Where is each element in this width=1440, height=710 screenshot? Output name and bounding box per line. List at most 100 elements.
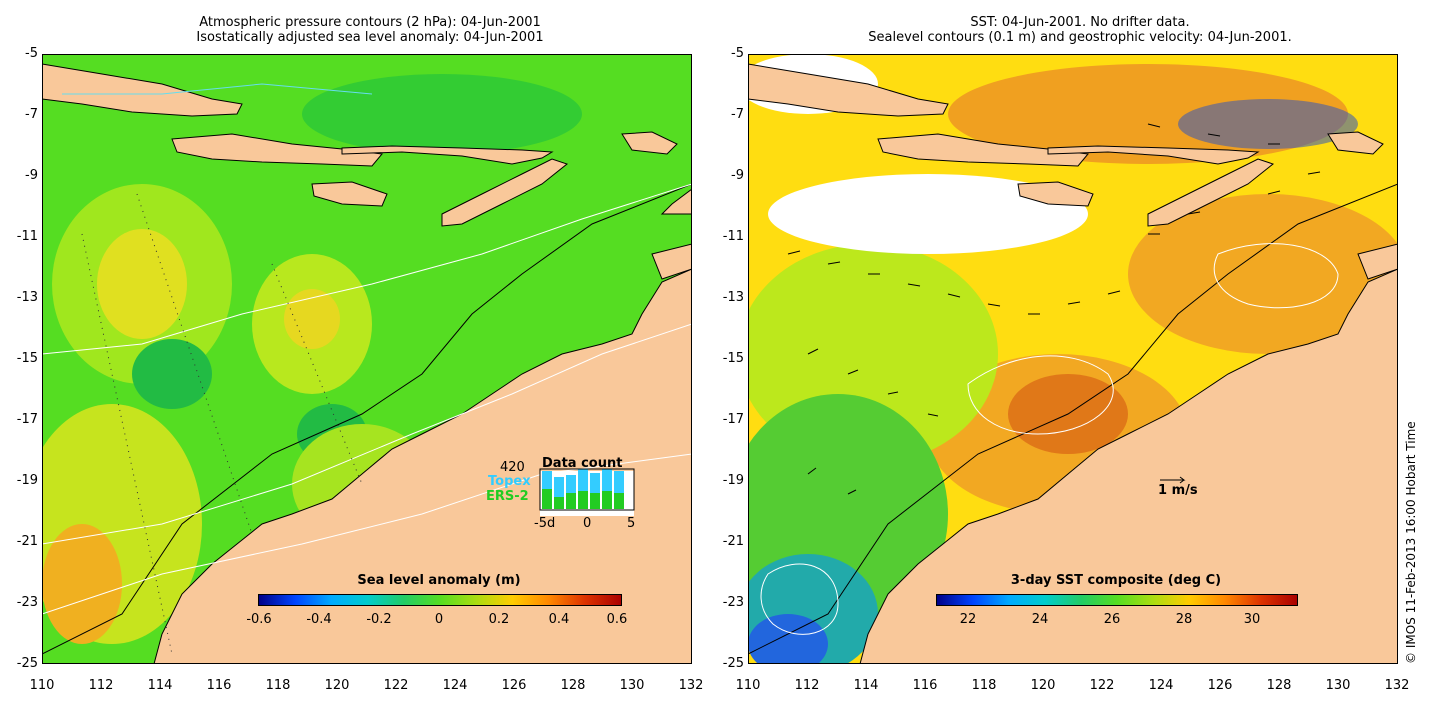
- ers2-bar: [542, 489, 552, 509]
- new-guinea-south-coast: [651, 243, 692, 280]
- velocity-vector: [987, 303, 1001, 307]
- histogram-bars: [542, 469, 624, 509]
- new-guinea-coast: [660, 188, 692, 215]
- bathymetry-contour: [42, 183, 692, 655]
- right-lon-label: 126: [1207, 678, 1233, 693]
- left-lat-label: -25: [16, 656, 38, 671]
- left-lat-label: -9: [25, 168, 38, 183]
- inset-axis-start: -5d: [534, 516, 555, 531]
- topex-bar: [566, 475, 576, 493]
- australia-landmass: [153, 268, 692, 664]
- sla-low-anomaly: [132, 339, 212, 409]
- wetar-island: [1327, 131, 1384, 155]
- velocity-vectors: [787, 123, 1321, 495]
- sla-high-anomaly: [284, 289, 340, 349]
- velocity-vector: [1147, 123, 1161, 128]
- sst-colorbar-tick: 22: [959, 612, 977, 627]
- right-lon-label: 120: [1030, 678, 1056, 693]
- velocity-vector: [887, 391, 899, 395]
- sst-colorbar-tick: 26: [1103, 612, 1121, 627]
- right-lat-label: -11: [722, 229, 744, 244]
- left-lon-label: 130: [619, 678, 645, 693]
- sealevel-contour: [967, 355, 1114, 435]
- left-lat-label: -7: [25, 107, 38, 122]
- sla-colorbar-tick: 0.2: [488, 612, 510, 627]
- velocity-vector: [847, 489, 857, 495]
- inset-max-count: 420: [500, 460, 525, 475]
- left-lon-label: 118: [265, 678, 291, 693]
- velocity-vector: [1107, 290, 1121, 295]
- inset-series-topex: Topex: [488, 474, 531, 489]
- topex-bar: [578, 469, 588, 491]
- left-map-title: Atmospheric pressure contours (2 hPa): 0…: [110, 15, 630, 45]
- right-lon-label: 124: [1148, 678, 1174, 693]
- inset-series-ers2: ERS-2: [486, 489, 529, 504]
- sst-warm-region: [1128, 194, 1398, 354]
- sla-colorbar-tick: 0.4: [548, 612, 570, 627]
- ers2-bar: [578, 491, 588, 509]
- velocity-vector: [847, 369, 859, 375]
- velocity-vector: [1067, 301, 1081, 305]
- sla-colorbar-tick: 0: [434, 612, 444, 627]
- right-lat-label: -25: [722, 656, 744, 671]
- sla-colorbar-tick: 0.6: [606, 612, 628, 627]
- right-lon-label: 110: [735, 678, 761, 693]
- sla-high-anomaly: [97, 229, 187, 339]
- sst-colorbar-tick: 24: [1031, 612, 1049, 627]
- wetar-island: [621, 131, 678, 155]
- left-lat-label: -15: [16, 351, 38, 366]
- right-lat-label: -21: [722, 534, 744, 549]
- vector-scale: 1 m/s: [1158, 476, 1198, 498]
- sst-colorbar-title: 3-day SST composite (deg C): [1010, 573, 1222, 588]
- sla-colorbar-tick: -0.2: [366, 612, 392, 627]
- inset-title: Data count: [542, 456, 622, 471]
- velocity-vector: [907, 283, 921, 287]
- ers2-bar: [590, 493, 600, 509]
- sumba-island: [311, 181, 388, 207]
- ers2-bar: [602, 491, 612, 509]
- ers2-bar: [566, 493, 576, 509]
- velocity-vector: [1267, 190, 1281, 195]
- left-lat-label: -19: [16, 473, 38, 488]
- right-lat-label: -5: [731, 46, 744, 61]
- pressure-contour: [42, 453, 692, 615]
- flores-island: [341, 145, 554, 165]
- left-lon-label: 128: [560, 678, 586, 693]
- velocity-vector: [1207, 133, 1221, 137]
- cloud-gap: [1178, 99, 1358, 149]
- velocity-vector: [807, 467, 817, 475]
- sla-colorbar-tick: -0.4: [306, 612, 332, 627]
- australia-landmass: [859, 268, 1398, 664]
- right-title-line2: Sealevel contours (0.1 m) and geostrophi…: [868, 30, 1292, 45]
- left-lon-label: 124: [442, 678, 468, 693]
- sst-cool-region: [748, 614, 828, 664]
- left-title-line1: Atmospheric pressure contours (2 hPa): 0…: [199, 15, 541, 30]
- topex-bar: [542, 471, 552, 489]
- sst-colorbar: [936, 594, 1298, 606]
- left-map: [42, 54, 692, 664]
- vector-scale-arrow: [1160, 476, 1186, 484]
- new-guinea-south-coast: [1357, 243, 1398, 280]
- sla-low-anomaly: [302, 74, 582, 154]
- right-lon-label: 132: [1384, 678, 1410, 693]
- velocity-vector: [927, 413, 939, 417]
- left-title-line2: Isostatically adjusted sea level anomaly…: [196, 30, 544, 45]
- cloud-gap: [768, 174, 1088, 254]
- left-lat-label: -5: [25, 46, 38, 61]
- sla-colorbar-title: Sea level anomaly (m): [357, 573, 521, 588]
- left-lat-label: -21: [16, 534, 38, 549]
- inset-axis-end: 5: [627, 516, 635, 531]
- sla-high-anomaly: [42, 524, 122, 644]
- lesser-sunda-islands: [171, 133, 383, 167]
- copyright-notice: © IMOS 11-Feb-2013 16:00 Hobart Time: [1404, 421, 1418, 664]
- left-lon-label: 112: [88, 678, 114, 693]
- left-lon-label: 120: [324, 678, 350, 693]
- right-lat-label: -13: [722, 290, 744, 305]
- right-lat-label: -23: [722, 595, 744, 610]
- left-lon-label: 110: [29, 678, 55, 693]
- sumba-island: [1017, 181, 1094, 207]
- sla-colorbar-tick: -0.6: [246, 612, 272, 627]
- topex-bar: [602, 469, 612, 491]
- velocity-vector: [787, 250, 801, 255]
- vector-scale-label: 1 m/s: [1158, 483, 1198, 498]
